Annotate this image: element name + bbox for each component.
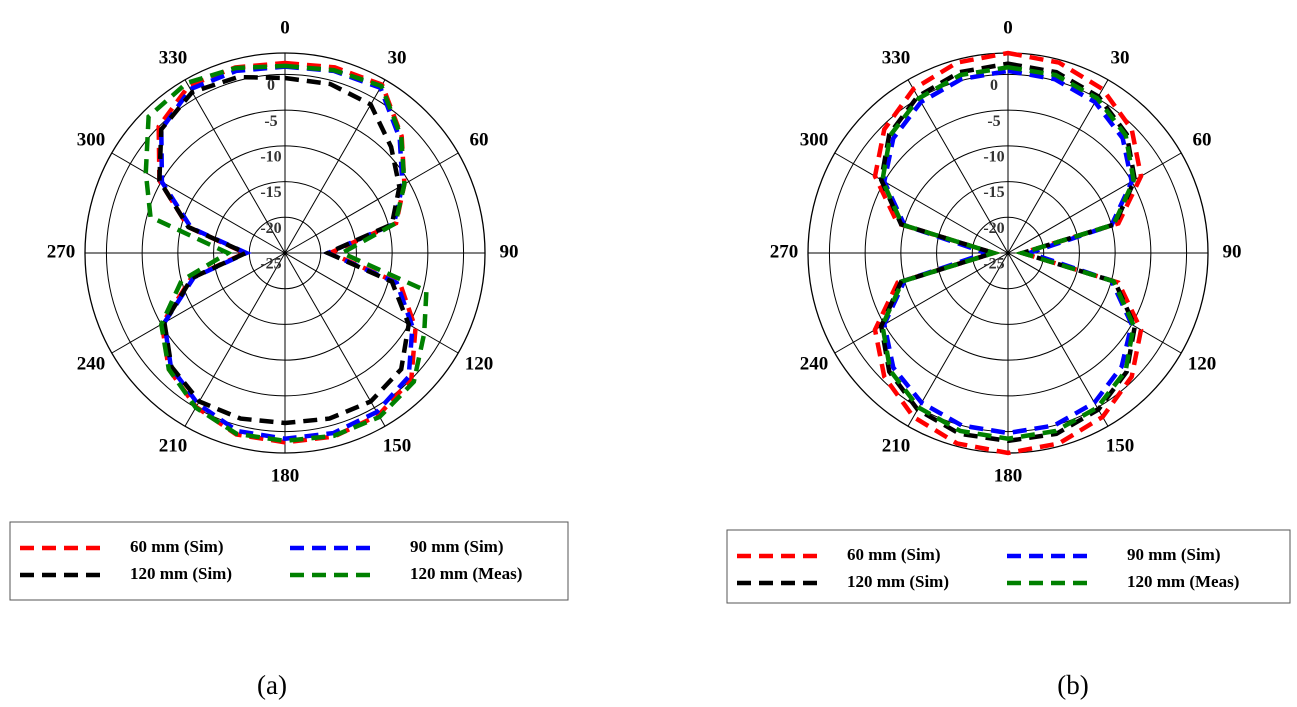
angle-label: 240	[800, 353, 829, 374]
series-line	[143, 63, 429, 444]
angle-label: 300	[800, 129, 829, 150]
angle-label: 30	[1111, 47, 1130, 68]
angle-label: 150	[1106, 435, 1135, 456]
legend-label: 120 mm (Sim)	[130, 564, 232, 583]
angle-label: 60	[1192, 129, 1211, 150]
legend-box	[9, 521, 569, 601]
angle-label: 60	[469, 129, 488, 150]
angle-label: 0	[280, 17, 290, 38]
r-tick-label: -15	[983, 184, 1004, 201]
spoke	[1007, 152, 1182, 254]
r-tick-label: 0	[267, 77, 275, 94]
spoke	[284, 252, 386, 427]
r-tick-label: -20	[983, 220, 1004, 237]
spoke	[834, 252, 1009, 354]
legend-label: 120 mm (Sim)	[847, 572, 949, 591]
spoke	[1007, 79, 1109, 254]
angle-label: 30	[388, 47, 407, 68]
legend-label: 120 mm (Meas)	[410, 564, 522, 583]
spoke	[111, 152, 286, 254]
angle-label: 90	[500, 241, 519, 262]
spoke	[284, 252, 459, 354]
caption: (b)	[1057, 670, 1088, 700]
angle-label: 90	[1223, 241, 1242, 262]
angle-label: 0	[1003, 17, 1013, 38]
series-line	[880, 65, 1136, 441]
legend-label: 60 mm (Sim)	[130, 537, 223, 556]
r-tick-label: -10	[983, 149, 1004, 166]
r-tick-label: -5	[264, 113, 277, 130]
r-tick-label: -5	[987, 113, 1000, 130]
spoke	[907, 252, 1009, 427]
series-line	[872, 50, 1144, 456]
angle-label: 120	[1188, 353, 1217, 374]
legend-label: 60 mm (Sim)	[847, 545, 940, 564]
angle-label: 270	[47, 241, 76, 262]
r-tick-label: -20	[260, 220, 281, 237]
series-line	[157, 74, 412, 426]
spoke	[184, 79, 286, 254]
angle-label: 180	[271, 465, 300, 486]
r-tick-label: -25	[260, 256, 281, 273]
spoke	[111, 252, 286, 354]
legend-label: 120 mm (Meas)	[1127, 572, 1239, 591]
spoke	[184, 252, 286, 427]
spoke	[1007, 252, 1182, 354]
angle-label: 270	[770, 241, 799, 262]
angle-label: 300	[77, 129, 106, 150]
caption: (a)	[257, 670, 287, 700]
angle-label: 330	[159, 47, 188, 68]
spoke	[1007, 252, 1109, 427]
angle-label: 150	[383, 435, 412, 456]
spoke	[284, 79, 386, 254]
spoke	[907, 79, 1009, 254]
legend-label: 90 mm (Sim)	[410, 537, 503, 556]
r-tick-label: 0	[990, 77, 998, 94]
spoke	[834, 152, 1009, 254]
angle-label: 180	[994, 465, 1023, 486]
spoke	[284, 152, 459, 254]
angle-label: 210	[159, 435, 188, 456]
r-tick-label: -10	[260, 149, 281, 166]
angle-label: 120	[465, 353, 494, 374]
r-tick-label: -25	[983, 256, 1004, 273]
legend-label: 90 mm (Sim)	[1127, 545, 1220, 564]
angle-label: 240	[77, 353, 106, 374]
angle-label: 330	[882, 47, 911, 68]
angle-label: 210	[882, 435, 911, 456]
legend-box	[726, 529, 1291, 604]
r-tick-label: -15	[260, 184, 281, 201]
